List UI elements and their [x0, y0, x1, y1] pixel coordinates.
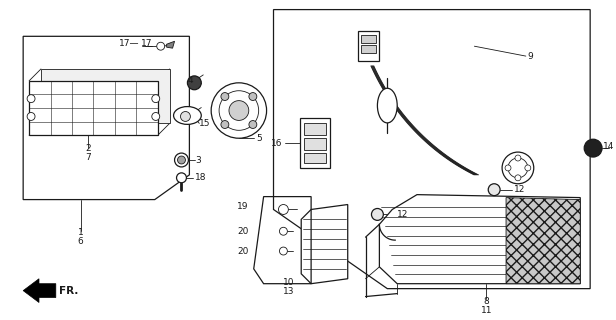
Bar — [29, 81, 158, 135]
Text: 2: 2 — [86, 144, 91, 153]
Circle shape — [515, 155, 521, 161]
Circle shape — [219, 91, 259, 130]
Circle shape — [584, 139, 602, 157]
Text: 20: 20 — [237, 246, 249, 256]
Circle shape — [221, 121, 229, 128]
Polygon shape — [506, 198, 580, 284]
Bar — [300, 118, 330, 168]
Circle shape — [229, 100, 249, 120]
Bar — [304, 153, 326, 163]
Text: 13: 13 — [283, 287, 294, 296]
Circle shape — [177, 173, 187, 183]
Polygon shape — [167, 41, 174, 48]
Circle shape — [371, 209, 383, 220]
Text: 5: 5 — [257, 134, 262, 143]
Polygon shape — [379, 195, 580, 284]
Circle shape — [187, 76, 201, 90]
Text: 15: 15 — [200, 119, 211, 128]
Polygon shape — [23, 279, 56, 302]
Text: 1: 1 — [78, 228, 83, 237]
Circle shape — [383, 104, 392, 114]
Text: 20: 20 — [237, 227, 249, 236]
Circle shape — [174, 153, 188, 167]
Circle shape — [221, 92, 229, 100]
Circle shape — [152, 95, 160, 103]
Text: 11: 11 — [480, 306, 492, 315]
Text: 18: 18 — [195, 173, 207, 182]
Circle shape — [502, 152, 533, 184]
Circle shape — [156, 42, 164, 50]
Circle shape — [515, 175, 521, 181]
Text: 17: 17 — [141, 39, 152, 48]
Bar — [360, 45, 376, 53]
Bar — [41, 69, 169, 124]
Circle shape — [249, 121, 257, 128]
Circle shape — [27, 95, 35, 103]
Circle shape — [180, 111, 190, 121]
Bar — [358, 31, 379, 61]
Text: 19: 19 — [237, 202, 249, 211]
Text: 9: 9 — [528, 52, 533, 60]
Circle shape — [488, 184, 500, 196]
Circle shape — [211, 83, 267, 138]
Circle shape — [505, 165, 511, 171]
Circle shape — [280, 227, 287, 235]
Ellipse shape — [378, 88, 397, 123]
Text: 16: 16 — [271, 139, 282, 148]
Circle shape — [508, 158, 528, 178]
Circle shape — [177, 156, 185, 164]
Text: 12: 12 — [514, 185, 525, 194]
Text: FR.: FR. — [59, 286, 78, 296]
Text: 8: 8 — [484, 297, 489, 306]
Text: 6: 6 — [78, 237, 83, 246]
Text: 17—: 17— — [120, 39, 140, 48]
Circle shape — [152, 113, 160, 120]
Text: 4: 4 — [187, 76, 193, 85]
Bar — [360, 35, 376, 43]
Text: 7: 7 — [86, 153, 91, 162]
Polygon shape — [301, 204, 347, 284]
Circle shape — [525, 165, 531, 171]
Circle shape — [249, 92, 257, 100]
Circle shape — [280, 247, 287, 255]
Circle shape — [27, 113, 35, 120]
Text: 14: 14 — [603, 142, 614, 151]
Text: 12: 12 — [397, 210, 408, 219]
Bar — [304, 138, 326, 150]
Text: 10: 10 — [283, 278, 294, 287]
Bar — [304, 124, 326, 135]
Text: 3: 3 — [195, 156, 201, 164]
Ellipse shape — [174, 107, 201, 124]
Circle shape — [278, 204, 288, 214]
